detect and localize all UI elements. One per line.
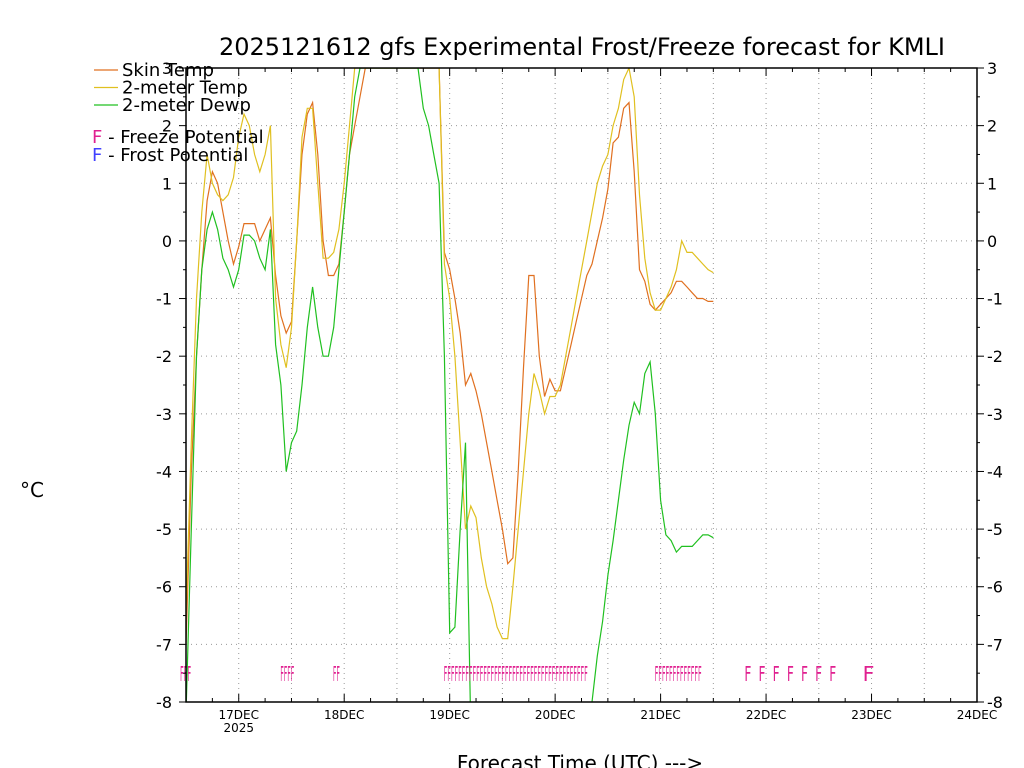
freeze-marker: F — [862, 662, 874, 686]
series-layer — [186, 68, 714, 702]
plot-frame — [185, 67, 978, 703]
y-tick-label: -4 — [156, 462, 172, 481]
legend-label: Skin Temp — [122, 60, 214, 81]
legend-label: 2-meter Dewp — [122, 95, 251, 116]
series-2-meter-dewp-cont — [591, 359, 714, 702]
freeze-marker: FFFFFFFFFFFFFFFFFFFFFFFFFFFFFFFFFFFFFFFF — [444, 662, 588, 686]
series-2-meter-dewp — [186, 68, 471, 702]
y-tick-label-right: -1 — [987, 290, 1003, 309]
x-axis-title: Forecast Time (UTC) ---> — [457, 751, 703, 768]
y-tick-label-right: 3 — [987, 59, 997, 78]
y-tick-label: 3 — [162, 59, 172, 78]
legend-potential: F - Frost Potential — [92, 145, 248, 166]
y-tick-label: -1 — [156, 290, 172, 309]
x-tick-sublabel: 2025 — [223, 721, 254, 735]
y-tick-label: -3 — [156, 405, 172, 424]
y-axis-title: °C — [20, 478, 44, 502]
y-tick-label-right: -4 — [987, 462, 1003, 481]
freeze-marker: FFFFFFFFFFFFF — [655, 662, 702, 686]
legend-potential-label: - Frost Potential — [102, 145, 248, 166]
freeze-marker: FF — [333, 662, 340, 686]
y-tick-label-right: -2 — [987, 347, 1003, 366]
x-tick-label: 20DEC — [535, 708, 575, 722]
y-axis-right: -8 -7 -6 -5 -4 -3 -2 -1 0 1 2 3 — [977, 59, 1003, 712]
legend-potential: F - Freeze Potential — [92, 127, 264, 148]
y-tick-label: -8 — [156, 693, 172, 712]
series-skin-temp — [186, 68, 714, 645]
y-tick-label: 1 — [162, 174, 172, 193]
y-tick-label-right: -5 — [987, 520, 1003, 539]
y-tick-label: -5 — [156, 520, 172, 539]
y-tick-label-right: 0 — [987, 232, 997, 251]
y-tick-label: -6 — [156, 578, 172, 597]
y-tick-label-right: -7 — [987, 635, 1003, 654]
x-tick-label: 22DEC — [746, 708, 786, 722]
legend-potential-symbol: F — [92, 127, 102, 148]
y-tick-label: -2 — [156, 347, 172, 366]
freeze-marker: FFFF — [280, 662, 294, 686]
legend-potential-symbol: F — [92, 145, 102, 166]
y-tick-label-right: -6 — [987, 578, 1003, 597]
x-tick-label: 18DEC — [324, 708, 364, 722]
y-tick-label-right: -3 — [987, 405, 1003, 424]
x-tick-label: 19DEC — [429, 708, 469, 722]
x-tick-label: 24DEC — [957, 708, 997, 722]
freeze-marker: F F F F F F F — [744, 662, 836, 686]
y-axis-left: -8 -7 -6 -5 -4 -3 -2 -1 0 1 2 3 — [156, 59, 186, 712]
y-tick-label: 0 — [162, 232, 172, 251]
x-tick-label: 21DEC — [640, 708, 680, 722]
grid — [185, 67, 978, 703]
legend-label: 2-meter Temp — [122, 78, 248, 99]
y-tick-label-right: 2 — [987, 117, 997, 136]
y-tick-label: -7 — [156, 635, 172, 654]
legend-potential-label: - Freeze Potential — [102, 127, 263, 148]
freeze-markers: FFF FFFF FF FFFFFFFFFFFFFFFFFFFFFFFFFFFFFFF… — [180, 662, 874, 686]
y-tick-label-right: 1 — [987, 174, 997, 193]
series-2-meter-temp — [186, 68, 714, 640]
x-tick-label: 23DEC — [851, 708, 891, 722]
x-tick-label: 17DEC — [218, 708, 258, 722]
chart-title: 2025121612 gfs Experimental Frost/Freeze… — [219, 33, 945, 61]
y-tick-label: 2 — [162, 117, 172, 136]
y-tick-label-right: -8 — [987, 693, 1003, 712]
